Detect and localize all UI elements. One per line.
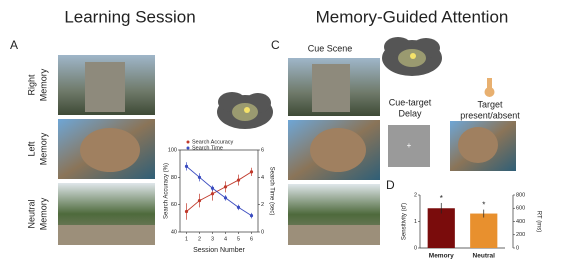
y-tick-label: 60 (171, 202, 177, 208)
data-point (211, 192, 214, 195)
x-tick-label: 5 (237, 236, 240, 242)
figure: Learning Session Memory-Guided Attention… (0, 0, 566, 265)
y-axis-label: Sensitivity (d') (402, 203, 408, 240)
legend-label: Search Time (192, 145, 223, 151)
y-tick-label: 80 (171, 175, 177, 181)
x-tick-label: Memory (429, 253, 454, 260)
significance-marker: * (440, 194, 443, 203)
y-tick-label: 0 (414, 245, 417, 251)
step-label: Cue-target (389, 97, 432, 107)
flask-icon (485, 78, 495, 97)
y2-axis-label: RT (ms) (535, 211, 541, 232)
y2-tick-label: 6 (261, 147, 264, 153)
data-point (250, 170, 253, 173)
y2-tick-label: 0 (261, 229, 264, 235)
x-axis-label: Session Number (193, 247, 245, 254)
panel-label: C (271, 38, 280, 52)
step-label: Cue Scene (308, 43, 353, 53)
row-label: Neutral (26, 199, 36, 228)
y2-tick-label: 800 (516, 192, 525, 198)
step-label: Target (477, 99, 503, 109)
data-point (224, 185, 227, 188)
x-tick-label: 4 (224, 236, 227, 242)
y2-tick-label: 200 (516, 232, 525, 238)
series-line (187, 166, 252, 215)
step-label: present/absent (460, 110, 520, 120)
data-point (250, 214, 253, 217)
row-labels: Right Memory Left Memory Neutral Memory (26, 68, 48, 230)
significance-marker: * (482, 201, 485, 210)
data-point (185, 210, 188, 213)
x-tick-label: 6 (250, 236, 253, 242)
section-title: Learning Session (64, 7, 195, 26)
data-point (211, 187, 214, 190)
y2-tick-label: 0 (516, 245, 519, 251)
x-tick-label: 3 (211, 236, 214, 242)
row-label: Memory (38, 68, 48, 101)
y-tick-label: 2 (414, 192, 417, 198)
panel-label: A (10, 38, 18, 52)
row-label: Left (26, 141, 36, 157)
y-axis-label: Search Accuracy (%) (164, 163, 170, 219)
legend-marker (187, 147, 190, 150)
plot-frame (180, 150, 258, 232)
row-label: Memory (38, 132, 48, 165)
row-label: Memory (38, 197, 48, 230)
x-tick-label: 2 (198, 236, 201, 242)
x-tick-label: 1 (185, 236, 188, 242)
y-tick-label: 40 (171, 229, 177, 235)
y-tick-label: 100 (168, 147, 177, 153)
data-point (198, 199, 201, 202)
y2-tick-label: 400 (516, 219, 525, 225)
data-point (237, 178, 240, 181)
data-point (198, 176, 201, 179)
y-tick-label: 1 (414, 219, 417, 225)
y2-tick-label: 2 (261, 202, 264, 208)
brain-cloud (382, 37, 442, 76)
data-point (224, 196, 227, 199)
data-point (237, 206, 240, 209)
bar (428, 208, 455, 248)
scene-images (58, 55, 155, 245)
y2-tick-label: 4 (261, 175, 264, 181)
row-label: Right (26, 74, 36, 96)
data-point (185, 165, 188, 168)
y2-tick-label: 600 (516, 206, 525, 212)
panel-label: D (386, 178, 395, 192)
brain-cloud (217, 92, 273, 129)
y2-axis-label: Search Time (sec) (268, 167, 274, 216)
series-line (187, 172, 252, 212)
bar (470, 214, 497, 248)
section-title: Memory-Guided Attention (316, 7, 509, 26)
legend-marker (187, 141, 190, 144)
fixation-cross: + (407, 141, 412, 150)
step-label: Delay (398, 108, 422, 118)
x-tick-label: Neutral (473, 253, 496, 260)
